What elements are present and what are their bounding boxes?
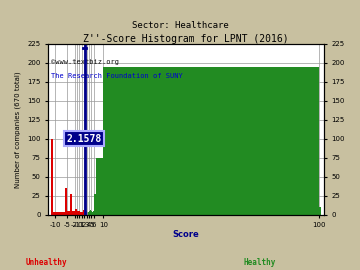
Bar xyxy=(67,211,70,215)
Bar xyxy=(89,211,90,215)
Bar xyxy=(55,212,58,215)
Bar xyxy=(96,158,103,215)
Bar xyxy=(93,211,94,215)
Bar xyxy=(94,194,96,215)
Bar xyxy=(82,212,83,215)
Text: The Research Foundation of SUNY: The Research Foundation of SUNY xyxy=(51,73,183,79)
Bar xyxy=(60,212,63,215)
Bar xyxy=(103,67,319,215)
Text: Unhealthy: Unhealthy xyxy=(26,258,68,266)
Bar xyxy=(63,212,65,215)
Bar xyxy=(79,211,80,215)
Text: 2.1578: 2.1578 xyxy=(67,134,102,144)
Bar xyxy=(84,210,85,215)
Bar xyxy=(72,211,75,215)
Bar xyxy=(65,188,67,215)
Bar xyxy=(81,212,82,215)
Bar xyxy=(53,212,55,215)
Text: Healthy: Healthy xyxy=(243,258,275,266)
Y-axis label: Number of companies (670 total): Number of companies (670 total) xyxy=(15,71,22,188)
X-axis label: Score: Score xyxy=(173,230,199,239)
Bar xyxy=(319,207,321,215)
Bar xyxy=(88,212,89,215)
Bar xyxy=(77,211,79,215)
Bar xyxy=(75,210,77,215)
Bar xyxy=(80,212,81,215)
Bar xyxy=(86,211,87,215)
Bar xyxy=(83,210,84,215)
Title: Z''-Score Histogram for LPNT (2016): Z''-Score Histogram for LPNT (2016) xyxy=(83,34,289,44)
Text: ©www.textbiz.org: ©www.textbiz.org xyxy=(51,59,119,65)
Bar xyxy=(92,212,93,215)
Bar xyxy=(85,210,86,215)
Bar xyxy=(87,212,88,215)
Bar xyxy=(91,211,92,215)
Bar xyxy=(51,139,53,215)
Bar xyxy=(70,194,72,215)
Bar xyxy=(58,212,60,215)
Bar xyxy=(90,210,91,215)
Text: Sector: Healthcare: Sector: Healthcare xyxy=(132,21,228,30)
